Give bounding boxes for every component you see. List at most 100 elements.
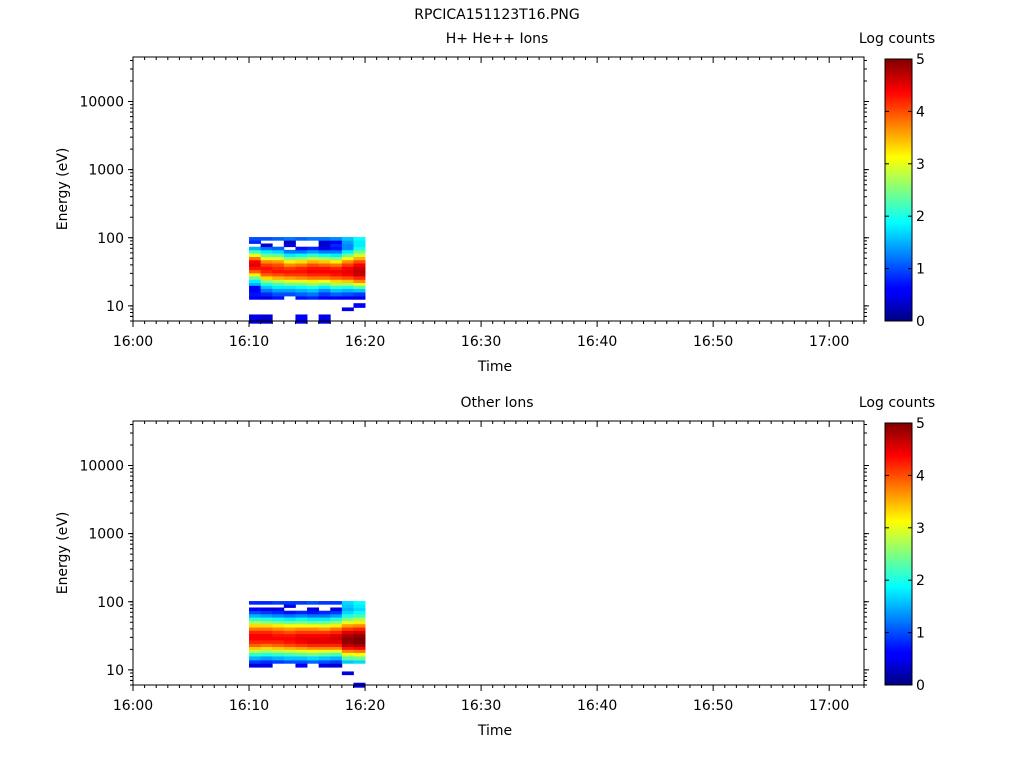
heatmap-cell (318, 652, 331, 657)
heatmap-cell (260, 620, 273, 625)
heatmap-cell (295, 285, 308, 289)
heatmap-cell (283, 617, 296, 621)
heatmap-cell (353, 269, 366, 274)
heatmap-cell (260, 601, 273, 605)
heatmap-cell (260, 246, 273, 251)
colorbar-ticks: 0 1 2 3 4 5 (885, 416, 925, 694)
x-tick-label: 16:00 (113, 698, 153, 714)
y-axis-label: Energy (eV) (55, 148, 71, 231)
heatmap-cell (283, 266, 296, 271)
heatmap-cell (249, 627, 262, 631)
heatmap-cell (341, 636, 354, 641)
heatmap-cell (353, 240, 366, 244)
heatmap-cell (283, 288, 296, 293)
heatmap-cell (295, 288, 308, 293)
heatmap-cell (260, 613, 273, 618)
heatmap-cell (260, 652, 273, 657)
heatmap-cell (330, 623, 343, 628)
heatmap-cell (283, 263, 296, 267)
heatmap-cell (318, 266, 331, 271)
heatmap-cell (318, 601, 331, 605)
heatmap-cell (341, 292, 354, 297)
heatmap-cell (341, 633, 354, 638)
heatmap-cell (330, 663, 343, 668)
heatmap-cell (260, 237, 273, 241)
heatmap-cell (341, 604, 354, 608)
heatmap-cell (295, 660, 308, 664)
heatmap-cell (307, 636, 320, 641)
heatmap-cell (295, 292, 308, 297)
heatmap-cell (318, 649, 331, 653)
heatmap-cell (330, 649, 343, 653)
x-tick-label: 16:00 (113, 334, 153, 350)
heatmap-cell (330, 282, 343, 286)
heatmap-cell (249, 652, 262, 657)
heatmap-cell (272, 620, 285, 625)
heatmap-cell (318, 627, 331, 631)
heatmap-cell (272, 652, 285, 657)
colorbar-label: Log counts (859, 31, 935, 47)
heatmap-cell (260, 640, 273, 644)
heatmap-cell (341, 649, 354, 653)
heatmap-cell (295, 620, 308, 625)
heatmap-cell (330, 620, 343, 625)
colorbar-tick-label: 3 (916, 157, 925, 173)
heatmap-cell (307, 617, 320, 621)
heatmap-cell (353, 617, 366, 621)
heatmap-cell (295, 646, 308, 650)
heatmap-cell (307, 630, 320, 635)
heatmap-cell (341, 640, 354, 644)
heatmap-cell (249, 240, 262, 244)
y-tick-label: 10 (106, 299, 124, 315)
heatmap-cell (260, 633, 273, 638)
heatmap-cell (341, 643, 354, 647)
figure-title: RPCICA151123T16.PNG (414, 7, 579, 23)
y-tick-label: 1000 (88, 163, 124, 179)
heatmap-cell (260, 272, 273, 277)
heatmap-cell (260, 288, 273, 293)
heatmap-cell (307, 660, 320, 664)
heatmap-cell (341, 253, 354, 257)
heatmap-cell (318, 285, 331, 289)
heatmap-cell (330, 660, 343, 664)
heatmap-cell (249, 623, 262, 628)
heatmap-cell (353, 643, 366, 647)
heatmap-cell (318, 249, 331, 254)
heatmap-cell (353, 249, 366, 254)
heatmap-cell (330, 256, 343, 261)
heatmap-cell (353, 649, 366, 653)
heatmap-cell (260, 249, 273, 254)
heatmap-cell (283, 633, 296, 638)
heatmap-cell (249, 282, 262, 286)
heatmap-cell (307, 263, 320, 267)
heatmap-cell (318, 620, 331, 625)
heatmap-cell (353, 303, 366, 308)
heatmap-cell (307, 623, 320, 628)
heatmap-cell (341, 240, 354, 244)
heatmap-cell (353, 613, 366, 618)
heatmap-cell (353, 285, 366, 289)
heatmap-cell (307, 259, 320, 264)
y-axis-label: Energy (eV) (55, 512, 71, 595)
heatmap-cell (272, 296, 285, 300)
heatmap-cell (341, 279, 354, 283)
heatmap-cell (272, 646, 285, 650)
heatmap-cell (307, 652, 320, 657)
heatmap-cell (330, 249, 343, 254)
heatmap-cell (249, 263, 262, 267)
heatmap-cell (353, 279, 366, 283)
heatmap-cell (318, 617, 331, 621)
heatmap-cell (307, 292, 320, 297)
heatmap-cell (283, 249, 296, 254)
heatmap-cell (295, 623, 308, 628)
heatmap-cell (341, 607, 354, 612)
heatmap-cell (283, 640, 296, 644)
heatmap-cell (307, 246, 320, 251)
heatmap-cell (307, 285, 320, 289)
heatmap-cell (260, 636, 273, 641)
heatmap-cell (260, 630, 273, 635)
heatmap-cell (330, 253, 343, 257)
heatmap-cell (307, 610, 320, 615)
heatmap-cell (249, 272, 262, 277)
heatmap-cell (353, 263, 366, 267)
